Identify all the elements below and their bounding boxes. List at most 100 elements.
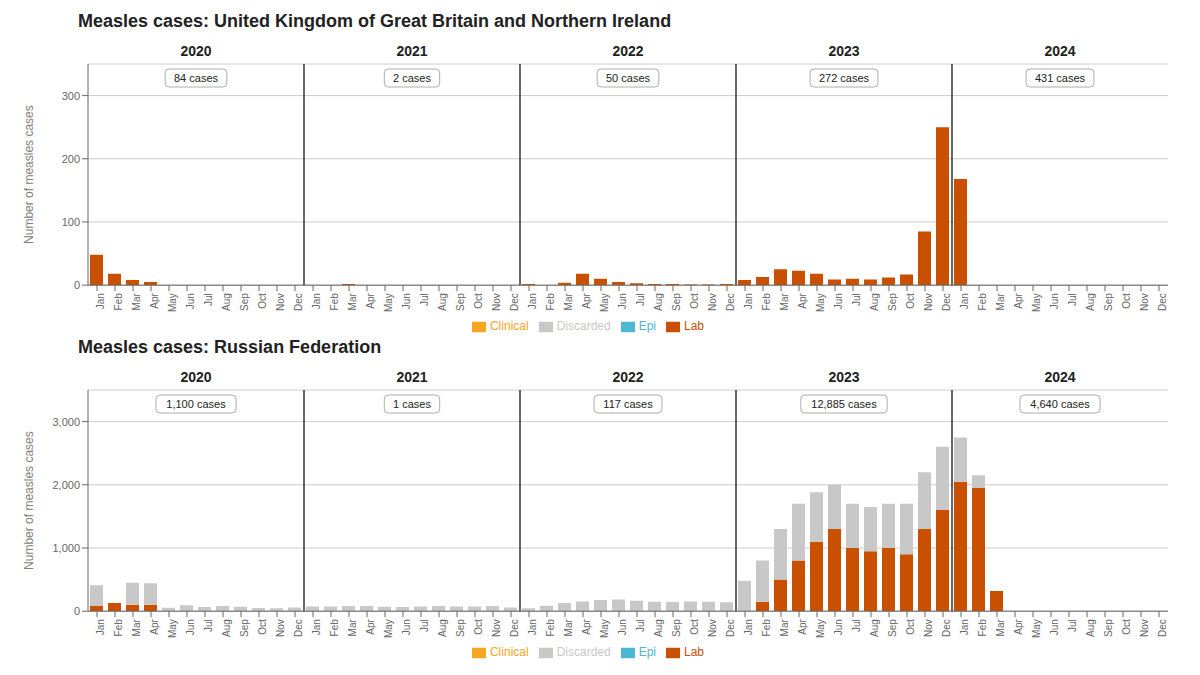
- svg-text:Aug: Aug: [653, 619, 664, 637]
- svg-text:2021: 2021: [396, 43, 427, 59]
- svg-text:May: May: [1031, 619, 1042, 638]
- svg-text:May: May: [599, 293, 610, 312]
- svg-text:Oct: Oct: [257, 619, 268, 635]
- svg-text:Sep: Sep: [239, 619, 250, 637]
- svg-text:Dec: Dec: [941, 619, 952, 637]
- svg-text:Aug: Aug: [437, 619, 448, 637]
- svg-text:Jan: Jan: [743, 293, 754, 309]
- svg-text:Mar: Mar: [563, 619, 574, 637]
- svg-text:Aug: Aug: [653, 293, 664, 311]
- svg-text:2020: 2020: [180, 369, 211, 385]
- svg-text:Jul: Jul: [851, 293, 862, 306]
- svg-text:Dec: Dec: [941, 293, 952, 311]
- svg-text:May: May: [167, 619, 178, 638]
- svg-text:Dec: Dec: [293, 619, 304, 637]
- svg-text:Jul: Jul: [419, 619, 430, 632]
- svg-text:Jan: Jan: [527, 293, 538, 309]
- svg-text:Mar: Mar: [347, 619, 358, 637]
- svg-text:Aug: Aug: [221, 293, 232, 311]
- svg-text:Oct: Oct: [905, 619, 916, 635]
- svg-text:Sep: Sep: [887, 619, 898, 637]
- svg-text:Aug: Aug: [1085, 619, 1096, 637]
- svg-text:May: May: [1031, 293, 1042, 312]
- svg-text:2022: 2022: [612, 369, 643, 385]
- svg-text:Feb: Feb: [761, 293, 772, 311]
- svg-text:84 cases: 84 cases: [174, 72, 219, 84]
- svg-text:Mar: Mar: [779, 619, 790, 637]
- svg-text:Apr: Apr: [1013, 619, 1024, 635]
- svg-text:Aug: Aug: [869, 619, 880, 637]
- svg-text:Jan: Jan: [311, 293, 322, 309]
- svg-text:Feb: Feb: [113, 619, 124, 637]
- svg-text:Oct: Oct: [905, 293, 916, 309]
- svg-text:2020: 2020: [180, 43, 211, 59]
- svg-text:Sep: Sep: [671, 293, 682, 311]
- svg-text:Nov: Nov: [923, 293, 934, 311]
- svg-text:200: 200: [62, 153, 80, 165]
- svg-text:Jul: Jul: [635, 293, 646, 306]
- svg-text:4,640 cases: 4,640 cases: [1030, 398, 1090, 410]
- svg-text:Jan: Jan: [959, 619, 970, 635]
- svg-text:Feb: Feb: [545, 619, 556, 637]
- svg-text:50 cases: 50 cases: [606, 72, 651, 84]
- svg-text:Nov: Nov: [1139, 293, 1150, 311]
- svg-text:Apr: Apr: [797, 619, 808, 635]
- svg-text:Apr: Apr: [149, 293, 160, 309]
- svg-text:Feb: Feb: [977, 293, 988, 311]
- svg-text:Jul: Jul: [851, 619, 862, 632]
- svg-text:431 cases: 431 cases: [1035, 72, 1086, 84]
- svg-text:Jun: Jun: [401, 293, 412, 309]
- svg-text:Dec: Dec: [1157, 619, 1168, 637]
- svg-text:Dec: Dec: [509, 619, 520, 637]
- svg-text:May: May: [383, 619, 394, 638]
- svg-text:Sep: Sep: [455, 619, 466, 637]
- svg-text:2024: 2024: [1044, 369, 1075, 385]
- svg-text:Nov: Nov: [275, 619, 286, 637]
- svg-text:Aug: Aug: [437, 293, 448, 311]
- svg-text:300: 300: [62, 90, 80, 102]
- svg-text:Dec: Dec: [725, 293, 736, 311]
- svg-text:Sep: Sep: [239, 293, 250, 311]
- svg-text:Dec: Dec: [509, 293, 520, 311]
- svg-text:Jul: Jul: [635, 619, 646, 632]
- svg-text:2023: 2023: [828, 369, 859, 385]
- svg-text:Jun: Jun: [833, 293, 844, 309]
- svg-text:2022: 2022: [612, 43, 643, 59]
- svg-text:Sep: Sep: [1103, 619, 1114, 637]
- svg-text:Feb: Feb: [113, 293, 124, 311]
- svg-text:Jun: Jun: [1049, 293, 1060, 309]
- svg-text:Feb: Feb: [329, 619, 340, 637]
- svg-text:Sep: Sep: [455, 293, 466, 311]
- svg-text:2024: 2024: [1044, 43, 1075, 59]
- svg-text:Nov: Nov: [275, 293, 286, 311]
- svg-text:3,000: 3,000: [52, 416, 80, 428]
- svg-text:Apr: Apr: [1013, 293, 1024, 309]
- svg-text:Jan: Jan: [95, 619, 106, 635]
- svg-text:Oct: Oct: [689, 619, 700, 635]
- svg-text:Feb: Feb: [545, 293, 556, 311]
- svg-text:272 cases: 272 cases: [819, 72, 870, 84]
- svg-text:May: May: [815, 293, 826, 312]
- svg-text:Feb: Feb: [761, 619, 772, 637]
- svg-text:117 cases: 117 cases: [603, 398, 653, 410]
- svg-text:Nov: Nov: [707, 293, 718, 311]
- svg-text:2023: 2023: [828, 43, 859, 59]
- svg-text:Mar: Mar: [347, 293, 358, 311]
- svg-text:Oct: Oct: [689, 293, 700, 309]
- svg-text:Oct: Oct: [1121, 293, 1132, 309]
- svg-text:Apr: Apr: [365, 619, 376, 635]
- svg-text:Feb: Feb: [977, 619, 988, 637]
- svg-text:Nov: Nov: [707, 619, 718, 637]
- svg-text:Jun: Jun: [833, 619, 844, 635]
- svg-text:Oct: Oct: [473, 293, 484, 309]
- svg-text:Jan: Jan: [959, 293, 970, 309]
- svg-text:Jul: Jul: [203, 293, 214, 306]
- svg-text:Sep: Sep: [671, 619, 682, 637]
- svg-text:Sep: Sep: [887, 293, 898, 311]
- svg-text:2021: 2021: [396, 369, 427, 385]
- svg-text:May: May: [815, 619, 826, 638]
- svg-text:100: 100: [62, 216, 80, 228]
- svg-text:Jan: Jan: [95, 293, 106, 309]
- svg-text:Jun: Jun: [1049, 619, 1060, 635]
- svg-text:Mar: Mar: [131, 293, 142, 311]
